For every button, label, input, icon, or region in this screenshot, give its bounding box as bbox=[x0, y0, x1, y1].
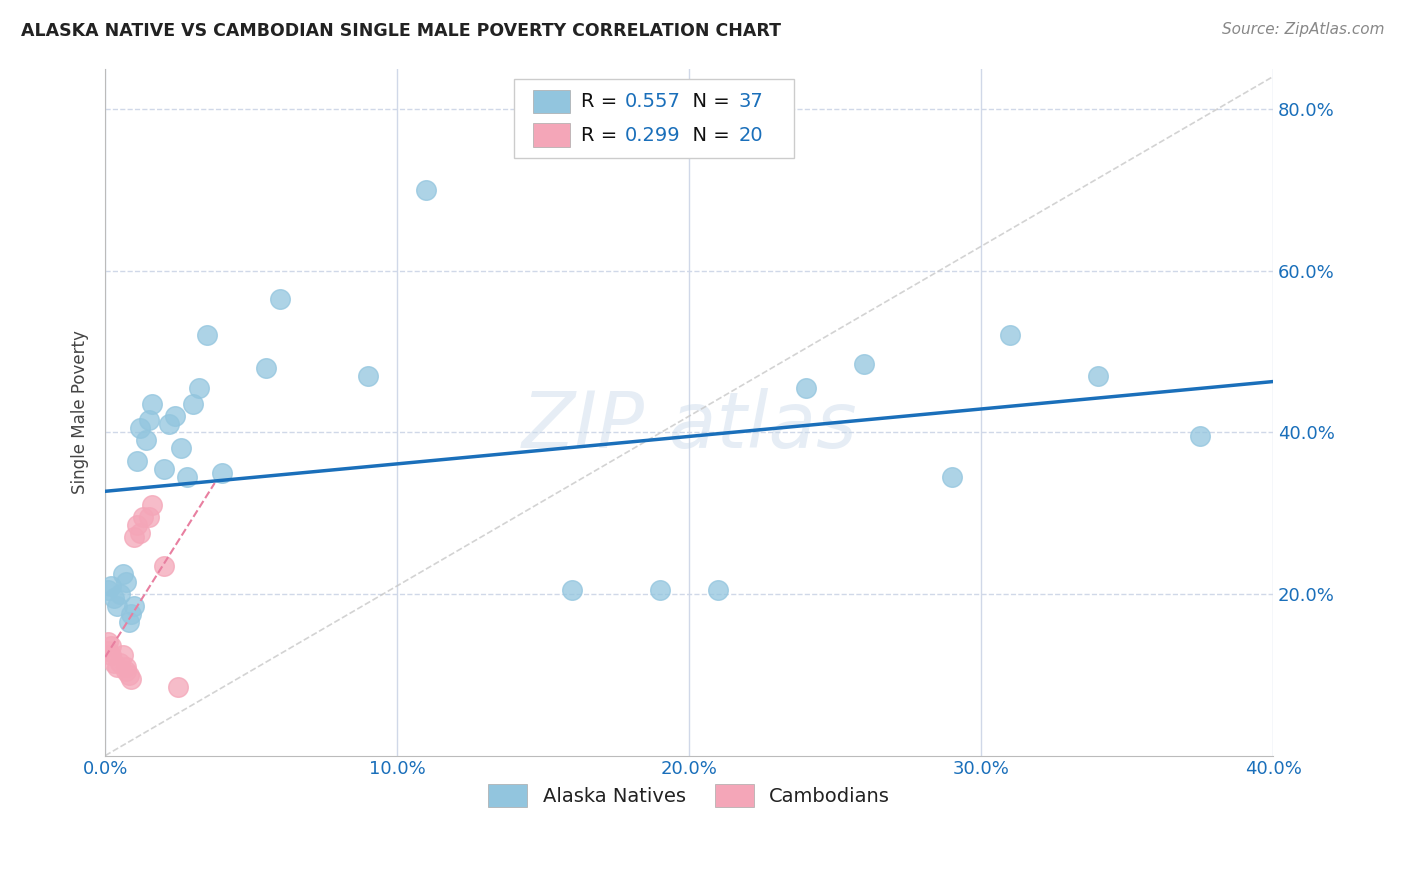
Text: N =: N = bbox=[679, 92, 735, 111]
Text: R =: R = bbox=[581, 92, 623, 111]
Point bbox=[111, 648, 134, 662]
Point bbox=[114, 664, 136, 678]
Point bbox=[159, 417, 181, 432]
Point bbox=[152, 461, 174, 475]
Text: 20: 20 bbox=[738, 126, 763, 145]
Point bbox=[138, 413, 160, 427]
Point bbox=[254, 360, 277, 375]
Point bbox=[103, 656, 125, 670]
Point bbox=[97, 582, 120, 597]
FancyBboxPatch shape bbox=[533, 123, 569, 147]
Point bbox=[97, 635, 120, 649]
Point bbox=[167, 680, 190, 694]
Point bbox=[138, 510, 160, 524]
Point bbox=[105, 599, 128, 613]
FancyBboxPatch shape bbox=[515, 78, 794, 158]
Text: 37: 37 bbox=[738, 92, 763, 111]
Point bbox=[129, 526, 152, 541]
Point bbox=[357, 368, 380, 383]
Text: ALASKA NATIVE VS CAMBODIAN SINGLE MALE POVERTY CORRELATION CHART: ALASKA NATIVE VS CAMBODIAN SINGLE MALE P… bbox=[21, 22, 782, 40]
Point bbox=[117, 615, 139, 630]
Text: N =: N = bbox=[679, 126, 735, 145]
Text: ZIP atlas: ZIP atlas bbox=[522, 388, 856, 464]
Text: R =: R = bbox=[581, 126, 623, 145]
Text: 0.299: 0.299 bbox=[624, 126, 681, 145]
Point bbox=[127, 518, 149, 533]
Text: Source: ZipAtlas.com: Source: ZipAtlas.com bbox=[1222, 22, 1385, 37]
Point bbox=[97, 643, 120, 657]
Point bbox=[124, 530, 146, 544]
Point bbox=[121, 607, 143, 621]
Point bbox=[100, 640, 122, 654]
Point bbox=[105, 659, 128, 673]
Point bbox=[648, 582, 671, 597]
Point bbox=[114, 574, 136, 589]
Point bbox=[108, 656, 131, 670]
Point bbox=[197, 328, 219, 343]
Point bbox=[141, 498, 163, 512]
Point bbox=[103, 591, 125, 605]
Point bbox=[111, 566, 134, 581]
Point bbox=[415, 183, 437, 197]
Point bbox=[176, 469, 198, 483]
Point bbox=[269, 292, 291, 306]
Point bbox=[127, 453, 149, 467]
Point bbox=[152, 558, 174, 573]
Point bbox=[1000, 328, 1022, 343]
Point bbox=[141, 397, 163, 411]
Point bbox=[1087, 368, 1109, 383]
Point bbox=[100, 648, 122, 662]
Point bbox=[181, 397, 204, 411]
Point bbox=[211, 466, 233, 480]
Point bbox=[108, 587, 131, 601]
Y-axis label: Single Male Poverty: Single Male Poverty bbox=[72, 330, 89, 494]
Point bbox=[941, 469, 963, 483]
FancyBboxPatch shape bbox=[533, 90, 569, 113]
Point bbox=[121, 672, 143, 686]
Point bbox=[170, 442, 193, 456]
Point bbox=[124, 599, 146, 613]
Point bbox=[132, 510, 155, 524]
Point bbox=[794, 381, 817, 395]
Point bbox=[1189, 429, 1212, 443]
Point bbox=[707, 582, 730, 597]
Text: 0.557: 0.557 bbox=[624, 92, 681, 111]
Point bbox=[117, 667, 139, 681]
Point bbox=[100, 579, 122, 593]
Point bbox=[561, 582, 583, 597]
Point bbox=[135, 434, 157, 448]
Point bbox=[114, 659, 136, 673]
Point bbox=[853, 357, 876, 371]
Legend: Alaska Natives, Cambodians: Alaska Natives, Cambodians bbox=[481, 777, 898, 814]
Point bbox=[187, 381, 209, 395]
Point bbox=[129, 421, 152, 435]
Point bbox=[165, 409, 187, 423]
